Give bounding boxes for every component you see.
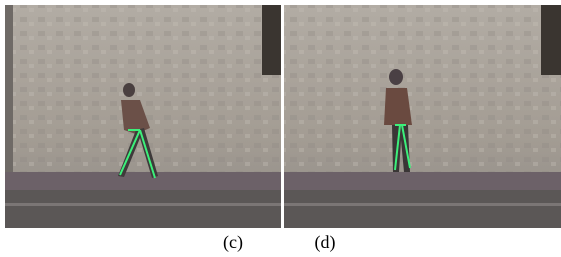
window	[541, 5, 561, 75]
wall-edge	[5, 5, 13, 172]
panel-label: (c)	[223, 232, 243, 253]
wall-texture	[284, 5, 561, 172]
figure: (c) (d)	[0, 0, 561, 257]
page: (c) (d) (() => { const data = JSON.parse…	[0, 0, 561, 257]
road	[284, 190, 561, 228]
window	[262, 5, 281, 75]
panel-d	[284, 5, 561, 228]
sidewalk	[284, 172, 561, 190]
road-line	[284, 203, 561, 206]
road-line	[5, 203, 281, 206]
sidewalk	[5, 172, 281, 190]
road	[5, 190, 281, 228]
panel-c	[5, 5, 281, 228]
panel-label: (d)	[315, 232, 336, 253]
